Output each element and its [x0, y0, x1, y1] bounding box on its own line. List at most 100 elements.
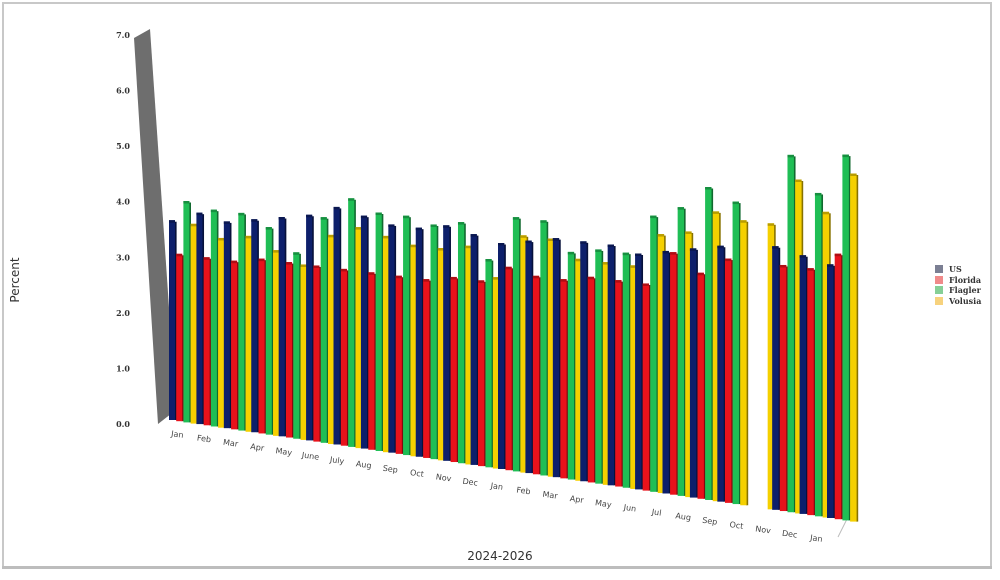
bar-flagler[interactable]: [403, 215, 410, 456]
bar-us[interactable]: [717, 245, 724, 502]
bar-flagler[interactable]: [320, 217, 327, 443]
bar-volusia[interactable]: [300, 264, 307, 440]
bar-flagler[interactable]: [293, 252, 300, 439]
bar-volusia[interactable]: [465, 245, 472, 465]
bar-us[interactable]: [169, 220, 175, 420]
bar-us[interactable]: [306, 214, 313, 441]
bar-flagler[interactable]: [485, 259, 492, 468]
bar-flagler[interactable]: [457, 222, 465, 464]
bar-volusia[interactable]: [767, 223, 775, 510]
bar-us[interactable]: [223, 221, 230, 429]
bar-us[interactable]: [196, 212, 203, 425]
bar-florida[interactable]: [560, 279, 567, 479]
bar-florida[interactable]: [807, 268, 814, 516]
bar-us[interactable]: [552, 238, 560, 478]
bar-volusia[interactable]: [795, 179, 802, 514]
bar-us[interactable]: [415, 227, 422, 457]
bar-us[interactable]: [388, 224, 395, 453]
bar-flagler[interactable]: [512, 217, 520, 472]
bar-flagler[interactable]: [650, 215, 657, 492]
bar-volusia[interactable]: [382, 235, 390, 453]
bar-florida[interactable]: [615, 280, 622, 487]
bar-florida[interactable]: [642, 283, 649, 491]
legend-item-florida[interactable]: Florida: [935, 275, 981, 286]
bar-us[interactable]: [799, 255, 807, 514]
bar-florida[interactable]: [697, 272, 704, 499]
bar-volusia[interactable]: [547, 238, 555, 477]
bar-us[interactable]: [470, 234, 477, 465]
bar-flagler[interactable]: [567, 251, 575, 480]
bar-florida[interactable]: [176, 253, 183, 422]
bar-volusia[interactable]: [190, 223, 197, 424]
bar-florida[interactable]: [203, 257, 210, 426]
bar-us[interactable]: [689, 248, 697, 498]
bar-florida[interactable]: [258, 258, 265, 434]
bar-flagler[interactable]: [787, 154, 794, 513]
bar-us[interactable]: [498, 243, 505, 469]
bar-us[interactable]: [278, 217, 285, 437]
bar-volusia[interactable]: [602, 262, 610, 485]
bar-florida[interactable]: [505, 266, 512, 471]
bar-volusia[interactable]: [273, 250, 280, 436]
bar-flagler[interactable]: [732, 201, 739, 505]
bar-florida[interactable]: [285, 262, 293, 438]
bar-florida[interactable]: [779, 264, 787, 512]
bar-volusia[interactable]: [437, 248, 445, 461]
bar-florida[interactable]: [395, 275, 402, 454]
bar-florida[interactable]: [423, 279, 430, 458]
bar-volusia[interactable]: [685, 231, 692, 498]
bar-flagler[interactable]: [842, 154, 849, 521]
bar-volusia[interactable]: [327, 234, 335, 445]
bar-flagler[interactable]: [540, 220, 547, 476]
bar-us[interactable]: [772, 246, 779, 510]
bar-volusia[interactable]: [575, 258, 582, 481]
bar-volusia[interactable]: [245, 235, 252, 432]
bar-volusia[interactable]: [657, 234, 665, 494]
bar-us[interactable]: [580, 241, 587, 482]
bar-flagler[interactable]: [595, 249, 602, 484]
bar-us[interactable]: [251, 219, 258, 433]
bar-us[interactable]: [443, 225, 450, 461]
bar-flagler[interactable]: [348, 198, 355, 447]
bar-us[interactable]: [525, 240, 532, 474]
bar-volusia[interactable]: [822, 211, 830, 518]
bar-florida[interactable]: [532, 275, 540, 475]
bar-florida[interactable]: [587, 276, 595, 483]
bar-volusia[interactable]: [355, 227, 362, 449]
bar-florida[interactable]: [368, 272, 375, 450]
bar-volusia[interactable]: [740, 220, 747, 506]
bar-florida[interactable]: [340, 268, 347, 446]
bar-florida[interactable]: [313, 265, 320, 442]
bar-volusia[interactable]: [712, 211, 720, 502]
bar-volusia[interactable]: [850, 173, 857, 522]
bar-us[interactable]: [635, 253, 642, 490]
bar-volusia[interactable]: [218, 237, 225, 428]
bar-flagler[interactable]: [430, 224, 437, 460]
bar-volusia[interactable]: [630, 265, 637, 489]
bar-flagler[interactable]: [705, 187, 712, 500]
bar-florida[interactable]: [478, 280, 485, 467]
bar-us[interactable]: [607, 244, 614, 486]
bar-volusia[interactable]: [492, 277, 500, 469]
bar-florida[interactable]: [231, 260, 238, 430]
bar-florida[interactable]: [670, 252, 677, 495]
bar-florida[interactable]: [724, 258, 732, 503]
bar-flagler[interactable]: [677, 207, 685, 496]
bar-flagler[interactable]: [183, 201, 190, 423]
bar-volusia[interactable]: [520, 235, 527, 473]
bar-us[interactable]: [827, 264, 834, 518]
bar-us[interactable]: [360, 215, 368, 449]
bar-us[interactable]: [333, 206, 340, 445]
legend-item-volusia[interactable]: Volusia: [935, 296, 981, 307]
bar-flagler[interactable]: [265, 227, 272, 435]
bar-florida[interactable]: [834, 253, 842, 520]
bar-florida[interactable]: [450, 276, 457, 463]
bar-us[interactable]: [662, 250, 669, 494]
bar-volusia[interactable]: [410, 244, 417, 457]
bar-flagler[interactable]: [622, 252, 630, 488]
bar-flagler[interactable]: [814, 192, 822, 517]
legend-item-flagler[interactable]: Flagler: [935, 285, 981, 296]
bar-flagler[interactable]: [238, 212, 245, 431]
bar-flagler[interactable]: [375, 212, 382, 451]
bar-flagler[interactable]: [210, 209, 217, 427]
